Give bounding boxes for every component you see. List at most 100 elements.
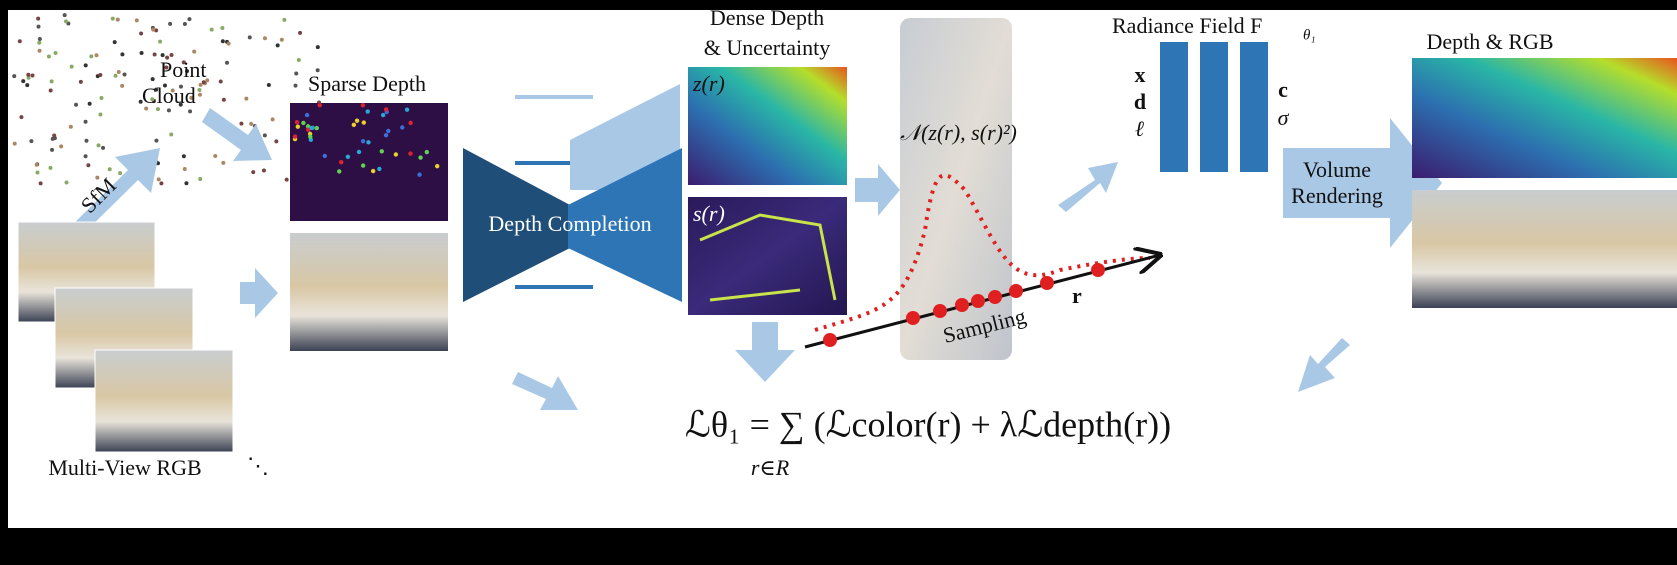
point [86,163,90,167]
point [88,102,92,106]
point [49,89,53,93]
output-label: Depth & RGB [1426,29,1553,54]
point [154,139,158,143]
point [153,53,157,57]
point [293,134,297,138]
point [346,155,350,159]
point [84,120,88,124]
point [84,154,88,158]
point [380,149,384,153]
output-label: c [1278,77,1288,102]
point [35,170,39,174]
point [69,125,73,129]
point [282,18,286,22]
point [248,35,252,39]
point [183,167,187,171]
rendered-depth [1412,58,1677,178]
point [357,150,361,154]
point [50,148,54,152]
figure: Point Cloud SfM Multi-View RGB ⋱ Sparse … [0,0,1677,565]
point [12,74,16,78]
point [221,161,225,165]
sparse-depth-map [290,103,448,221]
uncertainty-label: s(r) [693,201,725,226]
point [140,51,144,55]
point [70,65,74,69]
point [187,17,191,21]
sample [906,311,920,325]
point [213,154,217,158]
input-label: d [1134,89,1146,114]
point [59,144,63,148]
point [386,129,390,133]
point [418,155,422,159]
sample [955,298,969,312]
point [318,103,322,107]
sample [1091,263,1105,277]
point [308,135,312,139]
volume-rendering-label: Volume [1303,157,1371,182]
point [38,49,42,53]
point [54,51,58,55]
sample [823,333,837,347]
point [297,58,301,62]
input-label: ℓ [1135,116,1144,141]
point [101,146,105,150]
point [38,37,42,41]
volume-rendering-label: Rendering [1291,183,1383,208]
point [323,154,327,158]
loss-formula: ℒθ₁ = ∑ (ℒcolor(r) + λℒdepth(r)) [685,404,1171,444]
dense-depth-label: & Uncertainty [704,35,830,60]
point [13,142,17,146]
point [98,113,102,117]
point [167,108,171,112]
point [361,163,365,167]
point [184,181,188,185]
point [118,171,122,175]
depth-label: z(r) [692,71,725,96]
point [113,40,117,44]
point [47,54,51,58]
sample [971,294,985,308]
point [295,120,299,124]
photo [95,350,233,452]
point [183,22,187,26]
layer [1200,42,1228,172]
point [408,151,412,155]
point [36,17,40,21]
point [251,170,255,174]
point [65,181,69,185]
dense-depth-label: Dense Depth [710,5,824,30]
point [114,74,118,78]
point [405,107,409,111]
point [408,121,412,125]
point [417,172,421,176]
sample [1009,284,1023,298]
radiance-field-label: Radiance Field F [1112,13,1262,38]
sparse-depth-label: Sparse Depth [308,71,426,96]
point-cloud-label: Cloud [142,83,196,108]
point [305,113,309,117]
point [280,38,284,42]
point [294,72,298,76]
point [85,139,89,143]
distribution-label: 𝒩(z(r), s(r)²) [900,120,1017,145]
loss-index: r∈R [751,455,790,480]
ray-label: r [1072,283,1082,308]
point [225,61,229,65]
point [276,43,280,47]
point [99,96,103,100]
point [169,132,173,136]
point [394,152,398,156]
point [21,79,25,83]
point [263,133,267,137]
point [371,169,375,173]
radiance-field-subscript: θ₁ [1303,27,1316,43]
input-label: x [1135,62,1146,87]
point [26,73,30,77]
mlp [1160,42,1268,172]
point [123,73,127,77]
point [63,13,67,17]
sample [1040,276,1054,290]
point [221,39,225,43]
